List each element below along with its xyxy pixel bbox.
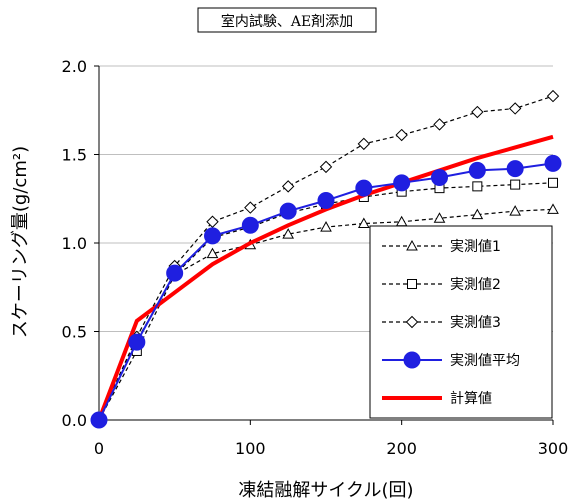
series-5 bbox=[97, 134, 554, 421]
data-point bbox=[548, 177, 558, 188]
legend-marker bbox=[403, 351, 421, 369]
legend-marker bbox=[406, 239, 418, 251]
data-point bbox=[544, 154, 562, 172]
data-point bbox=[433, 212, 446, 223]
series-line-5 bbox=[97, 134, 554, 421]
data-point bbox=[471, 105, 484, 119]
data-point bbox=[90, 411, 108, 429]
series-4 bbox=[90, 154, 562, 429]
data-point bbox=[282, 228, 295, 239]
data-point bbox=[431, 169, 448, 187]
y-tick-label: 0.5 bbox=[62, 323, 87, 342]
data-point bbox=[244, 201, 257, 214]
legend-label: 実測値1 bbox=[450, 239, 501, 255]
y-tick-labels: 0.0 0.5 1.0 1.5 2.0 bbox=[62, 57, 87, 430]
legend-box bbox=[369, 225, 553, 419]
data-point bbox=[433, 118, 446, 131]
data-point bbox=[355, 179, 373, 197]
data-point bbox=[279, 202, 297, 220]
legend-marker bbox=[407, 279, 417, 289]
data-point bbox=[206, 215, 219, 228]
x-axis-title: 凍結融解サイクル(回) bbox=[238, 480, 413, 501]
x-tick-label: 100 bbox=[235, 439, 266, 458]
data-point bbox=[510, 179, 521, 190]
chart-title-group: 室内試験、AE剤添加 bbox=[197, 7, 377, 33]
y-tick-label: 0.0 bbox=[62, 411, 87, 430]
data-point bbox=[393, 174, 411, 192]
data-point bbox=[166, 264, 184, 282]
data-point bbox=[471, 208, 484, 220]
legend-marker bbox=[405, 315, 419, 329]
data-point bbox=[509, 205, 522, 216]
data-point bbox=[547, 203, 559, 214]
legend-item-1: 実測値1 bbox=[382, 239, 501, 255]
data-point bbox=[317, 192, 335, 210]
data-point bbox=[357, 137, 371, 151]
axes bbox=[94, 65, 554, 425]
y-axis-title: スケーリング量(g/cm²) bbox=[10, 146, 31, 338]
data-point bbox=[395, 215, 408, 227]
data-point bbox=[204, 227, 221, 245]
data-point bbox=[357, 217, 370, 229]
data-point bbox=[281, 180, 295, 193]
legend-item-5: 計算値 bbox=[382, 391, 492, 407]
chart-title-box bbox=[197, 7, 377, 33]
x-tick-label: 200 bbox=[386, 439, 417, 458]
legend-label: 実測値3 bbox=[450, 315, 501, 331]
data-point bbox=[468, 161, 486, 179]
data-point bbox=[546, 89, 560, 103]
legend-item-3: 実測値3 bbox=[382, 315, 501, 331]
data-point bbox=[206, 247, 219, 259]
legend-label: 計算値 bbox=[450, 391, 492, 407]
data-point bbox=[241, 216, 259, 234]
chart-title: 室内試験、AE剤添加 bbox=[221, 13, 353, 30]
legend-item-2: 実測値2 bbox=[382, 277, 501, 293]
data-point bbox=[128, 333, 146, 351]
y-tick-label: 1.5 bbox=[62, 146, 87, 165]
x-tick-label: 300 bbox=[538, 439, 569, 458]
legend-label: 実測値2 bbox=[450, 277, 501, 293]
y-tick-label: 1.0 bbox=[62, 234, 87, 253]
y-tick-label: 2.0 bbox=[62, 57, 87, 76]
legend-item-4: 実測値平均 bbox=[382, 351, 520, 369]
x-tick-labels: 0 100 200 300 bbox=[94, 439, 568, 458]
data-point bbox=[506, 160, 524, 178]
data-point bbox=[320, 221, 332, 232]
legend-label: 実測値平均 bbox=[450, 353, 520, 369]
series-group bbox=[90, 89, 562, 429]
data-point bbox=[508, 102, 522, 115]
data-point bbox=[395, 128, 408, 142]
data-point bbox=[319, 160, 333, 174]
x-tick-label: 0 bbox=[94, 439, 104, 458]
data-point bbox=[472, 181, 483, 192]
